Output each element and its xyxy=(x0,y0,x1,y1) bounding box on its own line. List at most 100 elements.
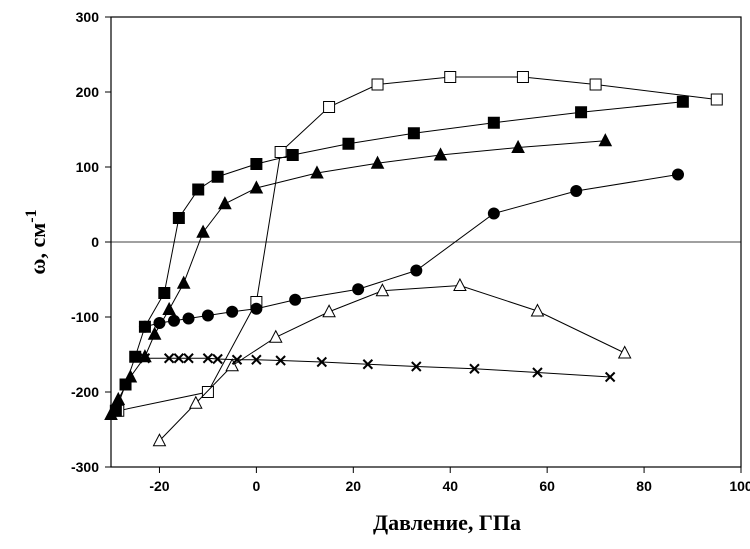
data-point xyxy=(710,93,723,106)
data-point xyxy=(173,353,185,364)
data-point xyxy=(487,116,500,129)
series-triangle-filled xyxy=(104,133,613,420)
data-point xyxy=(604,371,616,383)
data-point xyxy=(218,196,232,210)
data-point-stroke xyxy=(251,354,262,365)
data-point xyxy=(268,329,283,343)
data-point xyxy=(172,212,185,224)
data-point xyxy=(575,106,588,119)
y-axis-title-base: ω, см xyxy=(25,223,50,275)
y-axis-title: ω, см-1 xyxy=(23,209,50,274)
data-point xyxy=(453,277,467,291)
data-point xyxy=(123,369,138,383)
data-point xyxy=(212,353,223,365)
data-point xyxy=(201,386,214,398)
data-point xyxy=(192,183,205,196)
data-point xyxy=(182,312,195,325)
data-point-stroke xyxy=(163,353,175,364)
data-point-stroke xyxy=(316,356,328,368)
data-point xyxy=(410,264,423,277)
x-axis-title: Давление, ГПа xyxy=(373,510,521,535)
data-point xyxy=(511,139,525,153)
data-point xyxy=(352,283,365,296)
data-point xyxy=(371,78,384,91)
data-point-stroke xyxy=(362,359,374,370)
data-point xyxy=(323,101,336,113)
data-point-stroke xyxy=(173,353,185,364)
x-tick-label: 60 xyxy=(539,478,555,494)
data-point xyxy=(225,358,239,372)
x-tick-label: -20 xyxy=(149,478,169,494)
y-tick-label: 200 xyxy=(76,84,100,100)
data-point-stroke xyxy=(183,353,194,364)
x-tick-label: 0 xyxy=(252,478,260,494)
data-point xyxy=(570,185,583,197)
data-point xyxy=(104,406,118,420)
data-point xyxy=(231,354,243,365)
series-layer xyxy=(104,71,723,447)
data-point-stroke xyxy=(532,367,543,378)
data-point xyxy=(196,224,210,238)
data-point xyxy=(289,293,302,306)
x-tick-label: 20 xyxy=(346,478,362,494)
x-tick-label: 40 xyxy=(442,478,458,494)
data-point xyxy=(589,78,602,91)
y-tick-label: -300 xyxy=(71,459,99,475)
data-point xyxy=(202,353,214,364)
data-point xyxy=(162,301,176,315)
y-tick-label: 0 xyxy=(91,234,99,250)
y-tick-label: -200 xyxy=(71,384,99,400)
y-tick-label: -100 xyxy=(71,309,99,325)
data-point xyxy=(211,170,224,183)
data-point-stroke xyxy=(411,361,422,372)
data-point-stroke xyxy=(275,355,286,366)
data-point-stroke xyxy=(212,353,223,365)
data-point xyxy=(411,361,422,372)
series-line xyxy=(118,76,717,412)
data-point xyxy=(129,350,142,363)
data-point xyxy=(322,304,336,318)
data-point xyxy=(469,363,480,374)
data-point xyxy=(286,149,299,161)
data-point xyxy=(617,345,632,359)
data-point xyxy=(226,305,239,318)
data-point xyxy=(147,326,162,340)
x-tick-label: 80 xyxy=(636,478,652,494)
data-point xyxy=(183,353,194,364)
y-axis-title-superscript: -1 xyxy=(23,209,40,222)
data-point-stroke xyxy=(231,354,243,365)
data-point xyxy=(310,165,324,179)
data-point-stroke xyxy=(202,353,214,364)
data-point xyxy=(598,133,613,147)
series-triangle-open xyxy=(152,277,632,447)
data-point xyxy=(370,155,385,169)
data-point xyxy=(152,433,167,447)
data-point xyxy=(316,356,328,368)
data-point xyxy=(672,168,684,181)
data-point xyxy=(163,353,175,364)
data-point xyxy=(249,180,264,194)
data-point xyxy=(342,137,355,150)
data-point xyxy=(362,359,374,370)
series-x xyxy=(139,353,616,383)
labels-layer: Давление, ГПа ω, см-1 xyxy=(23,209,521,535)
data-point-stroke xyxy=(469,363,480,374)
data-point xyxy=(532,367,543,378)
data-point xyxy=(444,71,457,83)
data-point xyxy=(275,355,286,366)
data-point xyxy=(433,147,448,161)
data-point xyxy=(251,354,262,365)
data-point xyxy=(530,303,545,317)
data-point-stroke xyxy=(604,371,616,383)
data-point xyxy=(516,71,529,83)
data-point xyxy=(188,395,203,409)
data-point xyxy=(676,95,689,108)
data-point xyxy=(158,287,171,299)
series-line xyxy=(110,140,606,415)
data-point xyxy=(201,309,214,322)
data-point xyxy=(250,158,263,170)
data-point xyxy=(138,320,151,333)
series-line xyxy=(115,101,683,411)
